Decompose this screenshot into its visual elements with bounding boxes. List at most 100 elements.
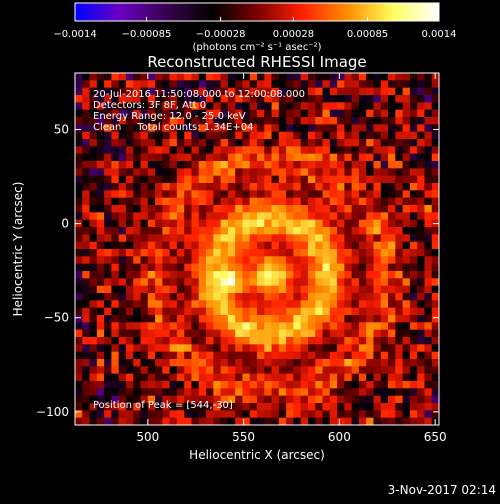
heatmap-cell (140, 183, 149, 191)
heatmap-cell (271, 124, 280, 133)
heatmap-cell (220, 307, 229, 316)
heatmap-cell (307, 388, 316, 397)
heatmap-cell (206, 410, 214, 419)
heatmap-cell (227, 205, 236, 213)
heatmap-cell (315, 241, 323, 250)
heatmap-cell (329, 403, 338, 411)
heatmap-cell (111, 315, 120, 323)
heatmap-cell (213, 73, 221, 81)
heatmap-cell (213, 278, 221, 287)
heatmap-cell (373, 278, 382, 287)
heatmap-cell (278, 219, 287, 228)
heatmap-cell (213, 293, 221, 301)
heatmap-cell (206, 227, 214, 235)
heatmap-cell (206, 359, 214, 367)
heatmap-cell (82, 153, 90, 162)
heatmap-cell (373, 373, 382, 382)
heatmap-cell (249, 190, 258, 199)
heatmap-cell (162, 95, 171, 103)
heatmap-cell (96, 168, 105, 177)
heatmap-cell (402, 388, 411, 397)
heatmap-cell (424, 109, 433, 118)
heatmap-cell (89, 300, 98, 309)
heatmap-cell (198, 87, 207, 96)
heatmap-cell (118, 373, 127, 382)
heatmap-cell (206, 219, 214, 228)
heatmap-cell (366, 285, 374, 294)
heatmap-cell (300, 249, 309, 257)
heatmap-cell (257, 271, 265, 279)
heatmap-cell (409, 190, 418, 199)
heatmap-cell (380, 102, 389, 111)
heatmap-cell (358, 307, 367, 316)
heatmap-cell (358, 329, 367, 338)
heatmap-cell (424, 190, 433, 199)
heatmap-cell (176, 212, 185, 221)
heatmap-cell (366, 344, 374, 353)
heatmap-cell (322, 366, 331, 375)
heatmap-cell (111, 87, 120, 96)
heatmap-cell (184, 161, 192, 169)
heatmap-cell (111, 131, 120, 140)
heatmap-cell (169, 146, 178, 155)
heatmap-cell (220, 351, 229, 360)
heatmap-cell (358, 373, 367, 382)
heatmap-cell (191, 388, 200, 397)
heatmap-cell (96, 175, 105, 184)
heatmap-cell (337, 139, 345, 147)
heatmap-cell (176, 351, 185, 360)
heatmap-cell (373, 117, 382, 125)
heatmap-cell (380, 395, 389, 404)
heatmap-cell (235, 322, 243, 331)
heatmap-cell (198, 395, 207, 404)
heatmap-cell (249, 381, 258, 389)
heatmap-cell (307, 329, 316, 338)
heatmap-cell (417, 212, 425, 221)
heatmap-cell (293, 293, 302, 301)
heatmap-cell (344, 322, 353, 331)
heatmap-cell (198, 205, 207, 213)
heatmap-cell (89, 234, 98, 243)
annotation-detectors: Detectors: 3F 8F, Att 0 (93, 100, 206, 111)
heatmap-cell (249, 285, 258, 294)
heatmap-cell (358, 175, 367, 184)
heatmap-cell (417, 95, 425, 103)
heatmap-cell (271, 205, 280, 213)
heatmap-cell (388, 307, 396, 316)
heatmap-cell (417, 395, 425, 404)
heatmap-cell (388, 212, 396, 221)
heatmap-cell (402, 403, 411, 411)
heatmap-cell (409, 395, 418, 404)
heatmap-cell (286, 95, 294, 103)
heatmap-cell (322, 153, 331, 162)
heatmap-cell (315, 351, 323, 360)
heatmap-cell (104, 329, 112, 338)
heatmap-cell (162, 285, 171, 294)
heatmap-cell (307, 271, 316, 279)
heatmap-cell (271, 344, 280, 353)
heatmap-cell (220, 175, 229, 184)
heatmap-cell (155, 139, 163, 147)
heatmap-cell (424, 73, 433, 81)
heatmap-cell (249, 234, 258, 243)
heatmap-cell (147, 388, 156, 397)
heatmap-cell (358, 395, 367, 404)
heatmap-cell (82, 337, 90, 345)
heatmap-cell (89, 80, 98, 89)
heatmap-cell (235, 227, 243, 235)
heatmap-cell (344, 131, 353, 140)
heatmap-cell (206, 234, 214, 243)
heatmap-cell (366, 212, 374, 221)
heatmap-cell (104, 410, 112, 419)
heatmap-cell (242, 293, 251, 301)
heatmap-cell (409, 359, 418, 367)
heatmap-cell (227, 395, 236, 404)
heatmap-cell (96, 190, 105, 199)
heatmap-cell (293, 307, 302, 316)
heatmap-cell (147, 102, 156, 111)
heatmap-cell (337, 256, 345, 265)
heatmap-image (75, 73, 440, 426)
heatmap-cell (242, 183, 251, 191)
heatmap-cell (125, 322, 134, 331)
heatmap-cell (176, 366, 185, 375)
